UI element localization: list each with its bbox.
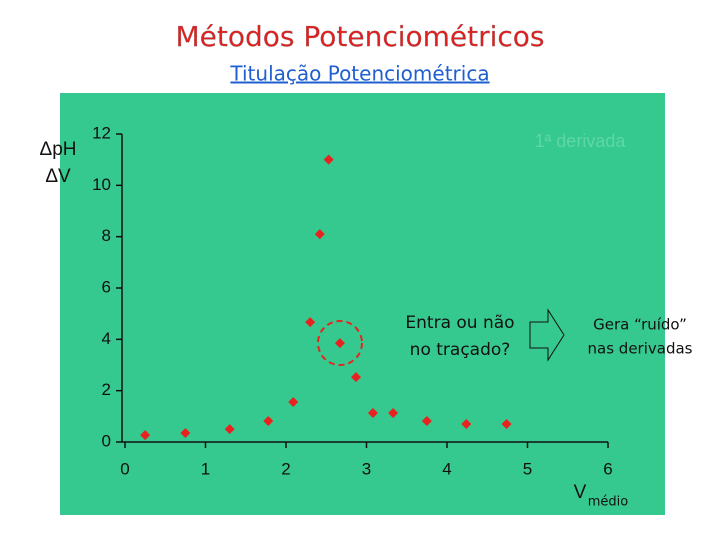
y-tick-label: 2 [102, 380, 111, 399]
data-point [224, 424, 235, 435]
x-tick-label: 6 [603, 459, 612, 478]
annotation: no traçado? [410, 340, 511, 360]
y-label-numerator: ΔpH [40, 139, 77, 160]
data-point [314, 229, 325, 240]
y-tick-label: 4 [102, 329, 111, 348]
data-point [421, 415, 432, 426]
x-tick-label: 4 [442, 459, 451, 478]
corner-label: 1ª derivada [535, 131, 627, 151]
data-point [263, 415, 274, 426]
x-tick-label: 2 [281, 459, 290, 478]
data-point [288, 396, 299, 407]
y-label-denominator: ΔV [45, 166, 71, 187]
data-point [180, 428, 191, 439]
data-point [305, 317, 316, 328]
data-point [461, 419, 472, 430]
y-tick-label: 6 [102, 277, 111, 296]
data-point [140, 430, 151, 441]
y-tick-label: 0 [102, 431, 111, 450]
x-label-subscript: médio [588, 495, 629, 510]
data-point [367, 407, 378, 418]
x-tick-label: 1 [201, 459, 210, 478]
x-tick-label: 3 [362, 459, 371, 478]
data-point [388, 407, 399, 418]
y-tick-label: 12 [92, 123, 111, 142]
y-tick-label: 8 [102, 226, 111, 245]
arrow [529, 308, 565, 362]
data-point [351, 372, 362, 383]
annotation: nas derivadas [588, 340, 693, 358]
data-point [323, 154, 334, 165]
data-point [501, 419, 512, 430]
slide-title: Métodos Potenciométricos [175, 20, 544, 53]
x-tick-label: 5 [523, 459, 532, 478]
annotation: Entra ou não [405, 313, 514, 333]
x-tick-label: 0 [120, 459, 129, 478]
y-tick-label: 10 [92, 175, 111, 194]
annotation: Gera “ruído” [593, 316, 687, 334]
slide-subtitle: Titulação Potenciométrica [229, 62, 489, 86]
data-point [334, 338, 345, 349]
x-label: V [574, 482, 587, 503]
highlight-circle [317, 320, 363, 366]
plot-background [60, 93, 665, 515]
